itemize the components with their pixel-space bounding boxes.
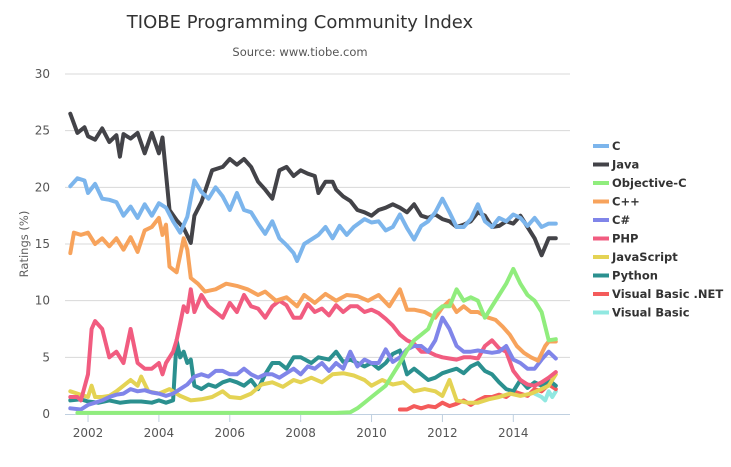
x-tick-label: 2006 <box>215 426 246 440</box>
legend-label: PHP <box>612 232 638 246</box>
series-line-javascript[interactable] <box>68 371 558 405</box>
chart-title: TIOBE Programming Community Index <box>126 12 474 33</box>
legend-swatch <box>593 236 609 241</box>
series-line-c[interactable] <box>68 176 558 263</box>
grid-lines <box>65 73 570 358</box>
legend-label: Java <box>611 158 639 172</box>
legend-swatch <box>593 273 609 278</box>
legend-label: JavaScript <box>611 250 678 264</box>
legend-item[interactable]: Objective-C <box>593 176 687 190</box>
legend-swatch <box>593 199 609 204</box>
x-tick-label: 2014 <box>498 426 529 440</box>
y-tick-label: 30 <box>35 67 50 81</box>
legend-item[interactable]: Python <box>593 269 658 283</box>
series-lines <box>68 111 558 415</box>
y-tick-label: 10 <box>35 294 50 308</box>
chart-subtitle: Source: www.tiobe.com <box>232 45 367 59</box>
y-axis-label: Ratings (%) <box>17 211 31 278</box>
legend-swatch <box>593 162 609 167</box>
legend-item[interactable]: Visual Basic .NET <box>593 287 723 301</box>
legend-swatch <box>593 181 609 185</box>
series-line-objective-c[interactable] <box>75 266 558 415</box>
legend-label: Python <box>612 269 658 283</box>
legend-item[interactable]: C++ <box>593 195 640 209</box>
legend-item[interactable]: PHP <box>593 232 638 246</box>
legend-label: Objective-C <box>612 176 687 190</box>
y-tick-label: 25 <box>35 124 50 138</box>
legend-swatch <box>593 310 609 315</box>
x-tick-label: 2008 <box>285 426 316 440</box>
legend-label: C <box>612 139 620 153</box>
series-line-c[interactable] <box>68 315 558 412</box>
legend-item[interactable]: Java <box>593 158 639 172</box>
x-axis-ticks: 2002 2004 2006 2008 2010 2012 2014 <box>65 414 570 440</box>
x-tick-label: 2012 <box>427 426 458 440</box>
legend-swatch <box>593 144 609 148</box>
y-tick-label: 0 <box>42 407 50 421</box>
legend-swatch <box>593 255 609 259</box>
series-line-php[interactable] <box>68 287 558 403</box>
legend-label: Visual Basic <box>612 306 690 320</box>
x-tick-label: 2004 <box>144 426 175 440</box>
legend-item[interactable]: C <box>593 139 620 153</box>
legend-label: C++ <box>612 195 640 209</box>
y-tick-label: 5 <box>42 350 50 364</box>
y-axis-ticks: 0 5 10 15 20 25 30 <box>35 67 50 421</box>
legend-item[interactable]: JavaScript <box>593 250 678 264</box>
legend-item[interactable]: C# <box>593 213 630 227</box>
series-line-visual-basic[interactable] <box>532 389 558 403</box>
legend-swatch <box>593 218 609 222</box>
legend-label: C# <box>612 213 630 227</box>
y-tick-label: 15 <box>35 237 50 251</box>
x-tick-label: 2010 <box>356 426 387 440</box>
legend-swatch <box>593 292 609 296</box>
x-tick-label: 2002 <box>73 426 104 440</box>
legend-item[interactable]: Visual Basic <box>593 306 690 320</box>
legend: C Java Objective-C C++ C# PHP JavaScript Python… <box>593 139 723 320</box>
y-tick-label: 20 <box>35 180 50 194</box>
legend-label: Visual Basic .NET <box>612 287 723 301</box>
